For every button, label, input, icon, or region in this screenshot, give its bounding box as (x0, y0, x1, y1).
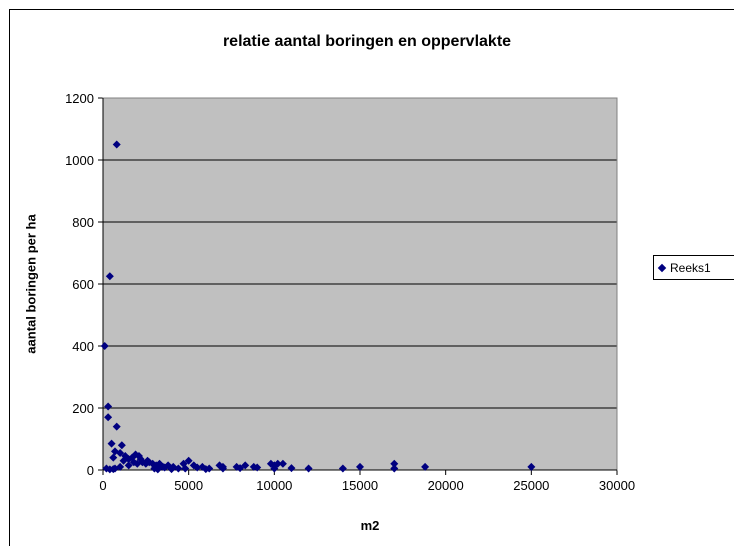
data-point (116, 448, 125, 457)
data-point (105, 272, 114, 281)
legend-marker-icon (657, 263, 667, 272)
x-tick-label: 10000 (256, 478, 292, 493)
y-tick-label: 1000 (65, 153, 94, 168)
data-point (104, 413, 113, 422)
data-point (119, 456, 128, 465)
data-point (109, 465, 118, 474)
data-point (167, 465, 176, 474)
y-tick-label: 800 (72, 215, 94, 230)
legend: Reeks1 (653, 255, 734, 280)
data-point (112, 140, 121, 149)
data-point (143, 456, 152, 465)
y-tick-label: 400 (72, 339, 94, 354)
x-tick-label: 15000 (342, 478, 378, 493)
legend-label: Reeks1 (670, 260, 711, 275)
y-tick-label: 0 (87, 463, 94, 478)
x-tick-label: 20000 (428, 478, 464, 493)
data-point (116, 462, 125, 471)
chart-title: relatie aantal boringen en oppervlakte (222, 33, 512, 50)
x-tick-label: 5000 (174, 478, 203, 493)
x-tick-label: 25000 (513, 478, 549, 493)
data-point (136, 455, 145, 464)
data-point (153, 465, 162, 474)
data-point (104, 402, 113, 411)
y-tick-label: 600 (72, 277, 94, 292)
data-point (107, 439, 116, 448)
data-point (160, 463, 169, 472)
data-point (124, 461, 133, 470)
data-point (100, 342, 109, 350)
data-point (304, 464, 313, 473)
data-point (356, 462, 364, 471)
chart-area-border (9, 9, 734, 546)
data-point (109, 453, 118, 462)
data-point (273, 459, 282, 468)
y-tick-label: 1200 (65, 91, 94, 106)
data-point (338, 464, 347, 473)
x-tick-label: 0 (99, 478, 106, 493)
data-point (112, 422, 121, 431)
data-point (278, 459, 287, 468)
data-point (218, 464, 227, 473)
data-point (287, 464, 296, 473)
data-point (174, 464, 183, 473)
data-point (193, 463, 202, 472)
data-point (133, 459, 142, 468)
data-point (253, 463, 262, 472)
data-point (421, 462, 430, 471)
y-tick-label: 200 (72, 401, 94, 416)
data-point (249, 462, 258, 471)
data-point (201, 465, 210, 474)
x-tick-label: 30000 (599, 478, 635, 493)
data-point (270, 464, 279, 473)
data-point (184, 456, 193, 465)
data-point (527, 462, 536, 471)
data-point (117, 441, 126, 450)
data-point (181, 464, 190, 473)
x-axis-title: m2 (360, 518, 380, 533)
data-point (236, 464, 245, 473)
data-point (390, 459, 399, 468)
data-point (390, 464, 399, 473)
